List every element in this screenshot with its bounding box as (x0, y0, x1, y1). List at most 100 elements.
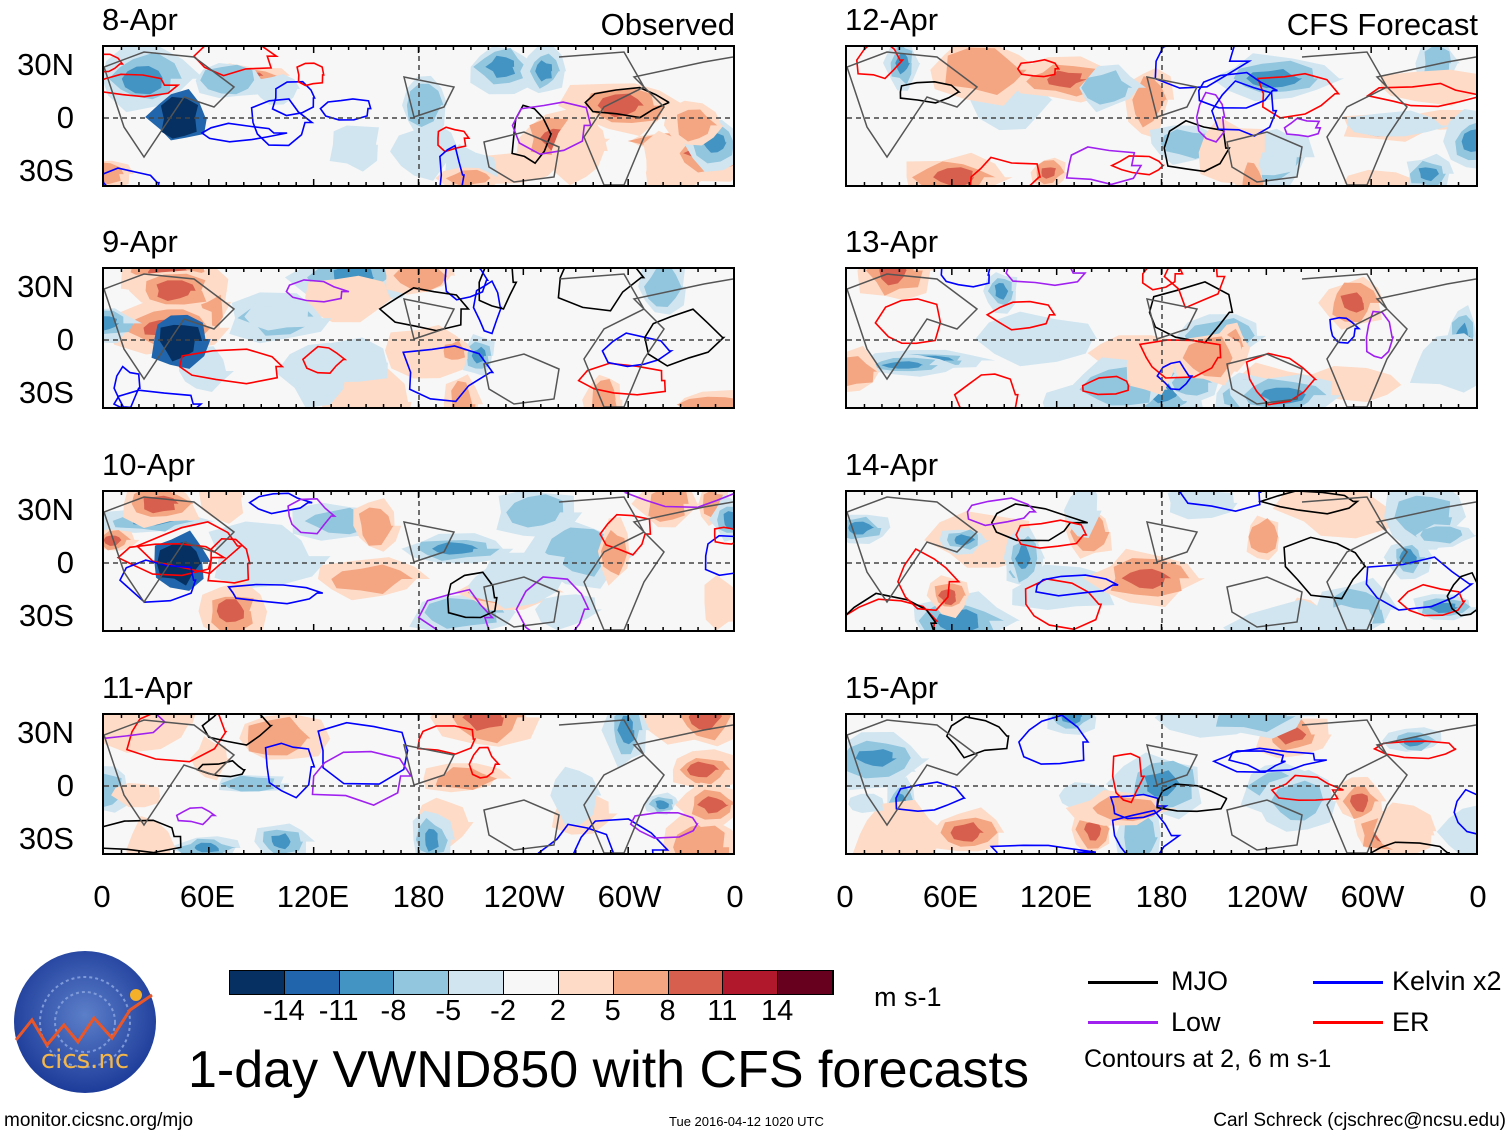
anomaly-shading (551, 116, 608, 185)
contour-line (207, 537, 251, 584)
coastline (1145, 76, 1199, 118)
map-panel (102, 267, 735, 409)
colorbar-swatch (284, 971, 340, 994)
contour-line (573, 818, 670, 853)
panel-date: 8-Apr (102, 2, 178, 37)
figure-title: 1-day VWND850 with CFS forecasts (188, 1041, 1029, 1099)
contour-line (1453, 788, 1476, 835)
panel-date: 12-Apr (845, 2, 939, 37)
contour-line (301, 345, 348, 375)
contour-line (1111, 809, 1182, 853)
coastline (847, 496, 979, 604)
contour-line (1365, 556, 1475, 611)
contour-line (629, 812, 699, 839)
contour-line (1109, 793, 1169, 820)
anomaly-shading (994, 283, 1009, 300)
anomaly-shading (1461, 129, 1476, 152)
coastline (1301, 273, 1476, 407)
contour-line (472, 279, 503, 335)
anomaly-shading (1324, 604, 1375, 630)
contour-note: Contours at 2, 6 m s-1 (1084, 1045, 1332, 1073)
coastline (847, 719, 979, 827)
y-tick-label: 0 (56, 100, 74, 135)
legend-line-kelvin (1313, 981, 1383, 984)
colorbar-swatch (449, 971, 505, 994)
anomaly-shading (485, 55, 516, 78)
colorbar-label: -14 (262, 995, 305, 1027)
contour-line (192, 47, 279, 77)
contour-line (969, 156, 1041, 185)
anomaly-shading (879, 269, 907, 286)
contour-line (601, 332, 674, 368)
anomaly-shading (673, 821, 730, 853)
contour-line (271, 80, 316, 117)
contour-line (1283, 117, 1322, 138)
contour-line (1256, 72, 1341, 119)
x-tick-label: 180 (1135, 879, 1188, 914)
contour-line (1109, 155, 1165, 176)
anomaly-shading (104, 316, 120, 331)
map-panel (845, 713, 1478, 855)
contour-line (119, 559, 197, 604)
contour-line (1257, 492, 1360, 515)
contour-line (200, 122, 288, 143)
x-tick-label: 120W (483, 879, 565, 914)
colorbar-swatch (230, 971, 285, 994)
coastline (1226, 353, 1303, 405)
colorbar-label: 5 (604, 995, 621, 1027)
contour-line (623, 492, 733, 509)
panel-date: 9-Apr (102, 224, 178, 259)
anomaly-shading (198, 492, 244, 524)
logo-text: cics.nc (41, 1045, 129, 1075)
coastline (1226, 576, 1303, 628)
contour-line (953, 373, 1019, 407)
contour-line (855, 47, 905, 80)
anomaly-shading (676, 396, 733, 407)
contour-line (439, 144, 465, 185)
coastline (1145, 744, 1199, 786)
contour-line (895, 781, 967, 813)
contour-line (899, 80, 962, 104)
anomaly-shading (933, 167, 975, 185)
coastline (1145, 298, 1199, 340)
contour-line (1138, 339, 1222, 379)
y-tick-label: 30S (18, 598, 74, 633)
contour-line (1211, 750, 1286, 774)
contour-line (1141, 269, 1184, 291)
contour-line (990, 503, 1088, 542)
x-tick-label: 120E (276, 879, 350, 914)
contour-line (599, 513, 652, 556)
coastline (1301, 496, 1476, 630)
anomaly-shading (435, 767, 498, 790)
x-tick-label: 60E (179, 879, 236, 914)
contour-line (296, 62, 325, 87)
contour-line (1035, 574, 1119, 597)
anomaly-shading (592, 379, 617, 407)
legend-label-er: ER (1392, 1007, 1430, 1037)
y-tick-label: 30N (17, 715, 74, 750)
anomaly-shading (358, 507, 394, 546)
anomaly-shading (1041, 167, 1056, 179)
contour-line (713, 526, 733, 545)
colorbar-units: m s-1 (874, 982, 942, 1012)
colorbar-swatch (778, 971, 833, 994)
anomaly-shading (216, 599, 245, 623)
contour-line (135, 521, 244, 575)
footer-author: Carl Schreck (cjschrec@ncsu.edu) (1213, 1110, 1506, 1131)
anomaly-shading (220, 775, 275, 792)
y-tick-label: 30S (18, 375, 74, 410)
anomaly-shading (208, 521, 331, 589)
anomaly-shading (847, 356, 878, 386)
coastline (483, 576, 560, 628)
anomaly-shading (1373, 802, 1437, 853)
contour-line (1005, 269, 1087, 287)
contour-line (874, 298, 942, 345)
contour-line (446, 571, 498, 619)
coastline (558, 51, 733, 185)
panel-date: 11-Apr (102, 670, 193, 705)
anomaly-shading (1047, 70, 1087, 88)
anomaly-shading (655, 800, 670, 810)
contour-line (178, 348, 285, 385)
anomaly-shading (881, 361, 924, 369)
anomaly-shading (1272, 492, 1391, 539)
